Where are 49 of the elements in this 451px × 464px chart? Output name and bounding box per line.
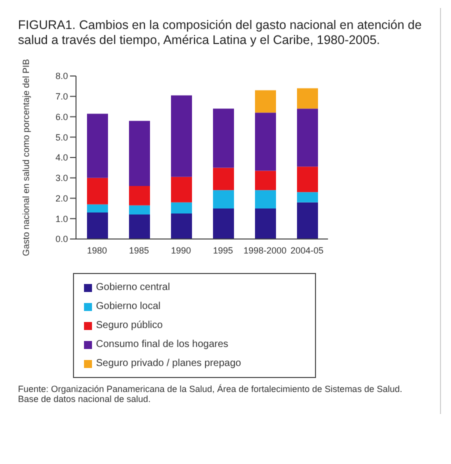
bar [255, 90, 276, 113]
legend-label: Gobierno local [96, 301, 160, 312]
bar [297, 192, 318, 202]
bar [129, 205, 150, 215]
y-tick-label: 8.0 [55, 71, 68, 82]
bar [129, 120, 150, 186]
bar [87, 114, 108, 178]
bar [213, 208, 234, 239]
x-tick-label: 1985 [128, 245, 150, 256]
bar [297, 202, 318, 239]
x-tick-label: 1980 [86, 245, 108, 256]
bar [255, 170, 276, 190]
bar [297, 88, 318, 109]
y-tick-label: 1.0 [55, 214, 68, 224]
bar [297, 166, 318, 192]
x-tick-label: 1990 [170, 245, 192, 256]
source-note: Fuente: Organización Panamericana de la Salud, Área de fortalecimiento de Sistemas de Salud. Base de datos nacional de salud. [17, 383, 404, 406]
bar [87, 212, 108, 239]
bar [87, 204, 108, 213]
x-tick-label: 1995 [212, 245, 234, 256]
x-tick-label: 2004-05 [290, 245, 324, 256]
chart-title: FIGURA1. Cambios en la composición del gasto nacional en atención de salud a través del tiempo, América Latina y el Caribe, 1980-2005. [17, 17, 423, 48]
bar [213, 108, 234, 168]
legend-label: Seguro público [96, 320, 163, 331]
y-tick-label: 5.0 [55, 132, 68, 142]
legend-label: Consumo final de los hogares [96, 339, 228, 350]
bar [297, 108, 318, 167]
bar [171, 214, 192, 239]
y-tick-label: 2.0 [55, 193, 68, 204]
bar [213, 190, 234, 208]
bar [171, 95, 192, 177]
bar [129, 214, 150, 239]
bar [171, 202, 192, 214]
y-axis-title: Gasto nacional en salud como porcentaje del PIB [21, 58, 32, 256]
bar [255, 190, 276, 208]
y-tick-label: 0.0 [55, 234, 68, 244]
y-tick-label: 6.0 [55, 112, 68, 122]
bar [255, 112, 276, 171]
x-tick-label: 1998-2000 [243, 245, 287, 256]
legend-label: Seguro privado / planes prepago [96, 358, 242, 369]
bar [87, 178, 108, 204]
y-tick-label: 3.0 [55, 173, 68, 184]
bar [255, 208, 276, 239]
legend-label: Gobierno central [96, 282, 170, 293]
y-tick-label: 4.0 [55, 152, 68, 163]
y-tick-label: 7.0 [55, 92, 68, 102]
bar [129, 186, 150, 206]
bar [171, 176, 192, 202]
bar [213, 168, 234, 190]
